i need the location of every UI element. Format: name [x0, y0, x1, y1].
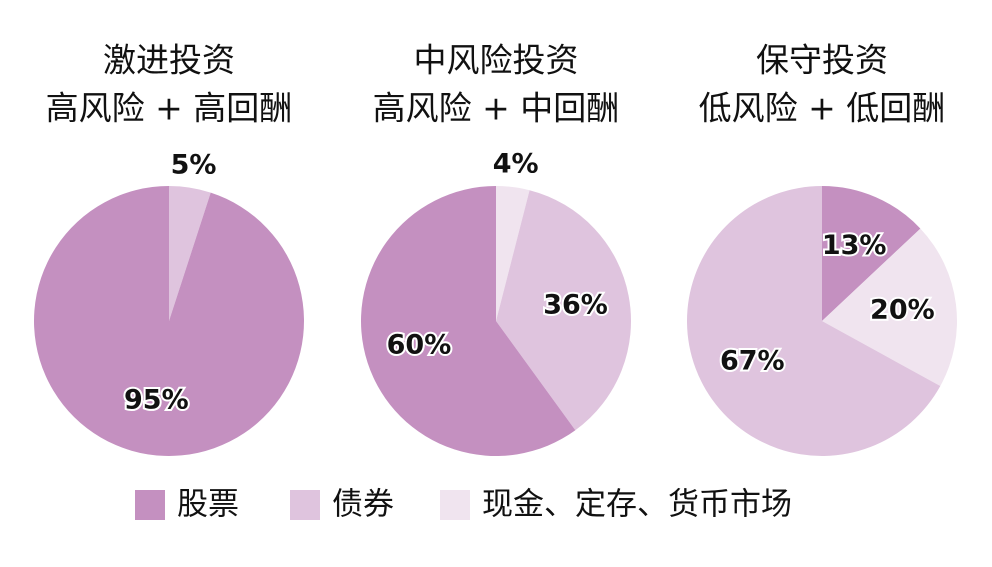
legend-label: 现金、定存、货币市场 — [482, 487, 792, 523]
chart-title: 保守投资 — [756, 41, 888, 80]
legend-swatch — [135, 490, 165, 520]
value-label: 60% — [387, 330, 452, 361]
pie-slice — [361, 186, 576, 456]
pie-slice — [33, 186, 304, 456]
pie-slice — [822, 228, 957, 387]
chart-subtitle: 高风险 + 中回酬 — [373, 89, 620, 128]
pie-slice — [169, 186, 211, 321]
value-label: 67% — [720, 346, 785, 377]
value-label: 13% — [822, 230, 887, 261]
chart-subtitle: 高风险 + 高回酬 — [46, 89, 293, 128]
value-label: 5% — [171, 149, 217, 180]
pie-slice — [496, 190, 632, 431]
value-label: 4% — [493, 149, 539, 180]
pie-slice — [496, 186, 530, 321]
value-label: 36% — [543, 289, 608, 320]
legend-label: 股票 — [177, 487, 239, 523]
chart-subtitle: 低风险 + 低回酬 — [699, 89, 946, 128]
pie-slice — [822, 186, 921, 321]
pie-slice — [687, 186, 941, 456]
legend-swatch — [290, 490, 320, 520]
legend-swatch — [440, 490, 470, 520]
chart-title: 中风险投资 — [414, 41, 579, 80]
value-label: 20% — [870, 294, 935, 325]
value-label: 95% — [124, 385, 189, 416]
chart-title: 激进投资 — [103, 41, 235, 80]
legend-label: 债券 — [332, 487, 394, 523]
